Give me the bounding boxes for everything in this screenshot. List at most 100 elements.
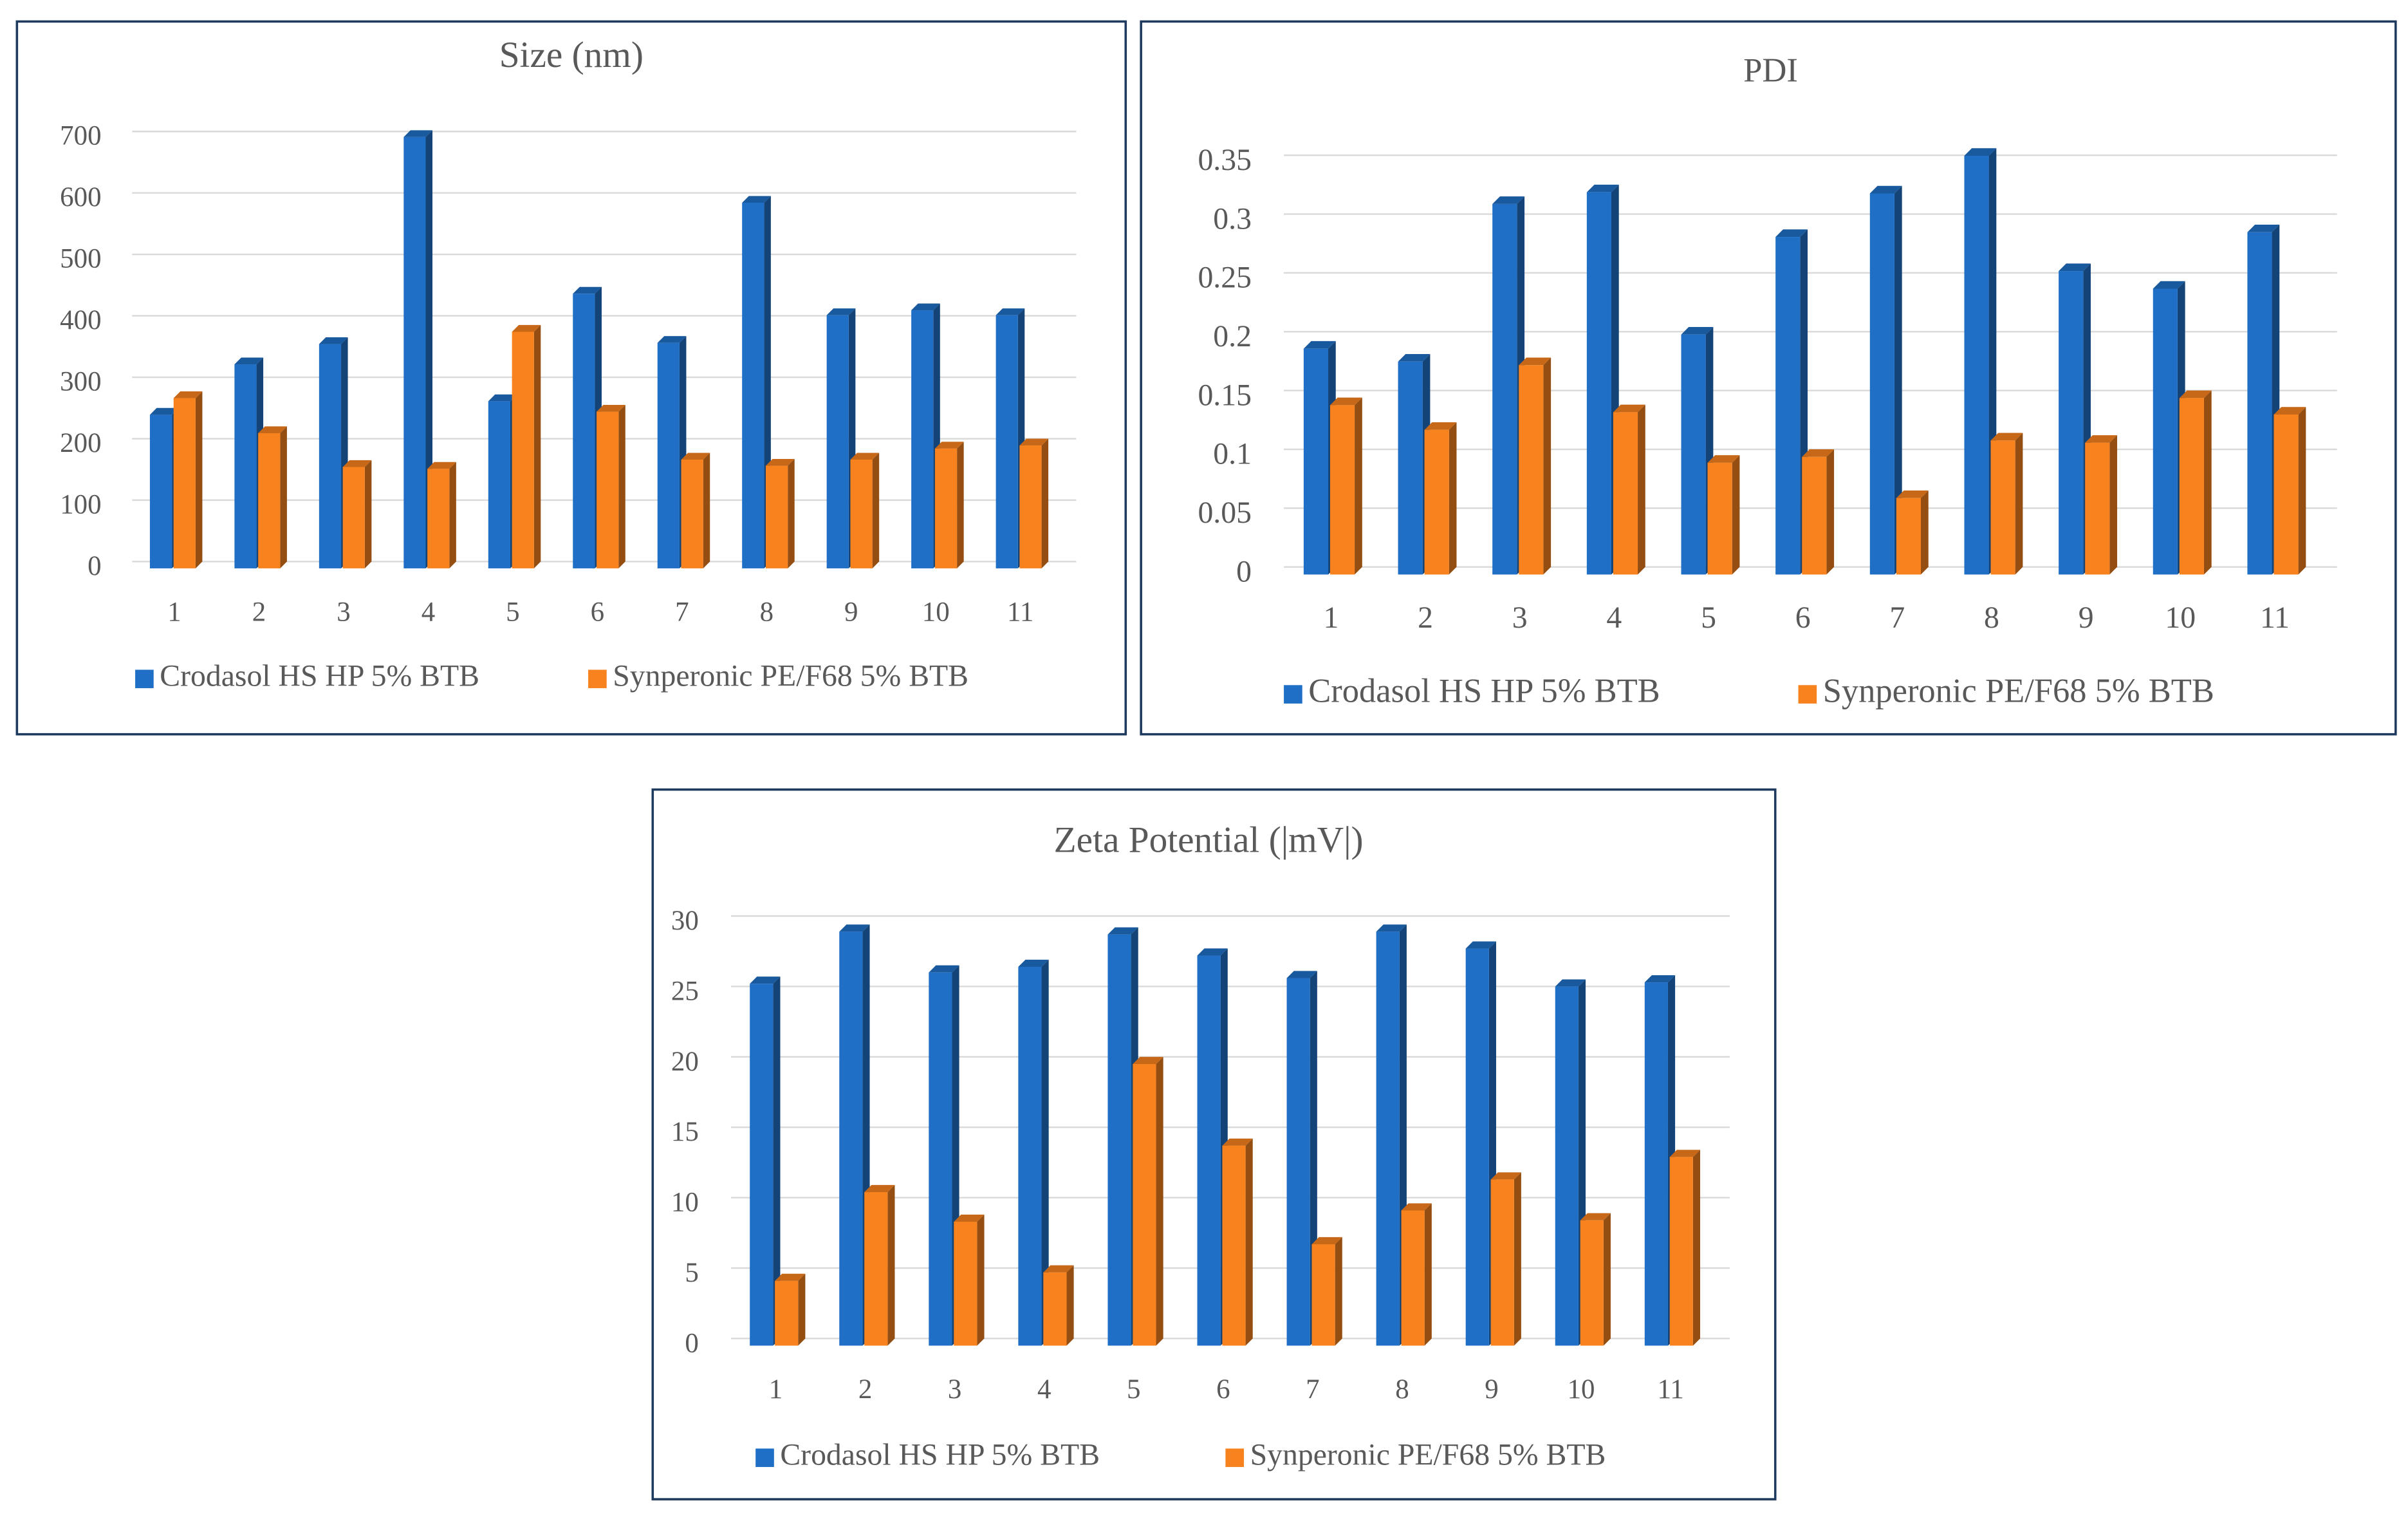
legend-label: Crodasol HS HP 5% BTB	[160, 659, 479, 693]
bar-top	[512, 324, 541, 332]
bar	[512, 332, 534, 568]
bar-top	[1286, 971, 1317, 978]
y-tick-label: 0.15	[1198, 378, 1252, 412]
bar	[929, 972, 952, 1346]
y-tick-label: 20	[671, 1047, 699, 1077]
bar	[911, 310, 934, 568]
bar-side	[1041, 959, 1049, 1346]
x-tick-label: 11	[1657, 1374, 1683, 1405]
x-tick-label: 9	[2079, 601, 2094, 635]
x-tick-label: 9	[1485, 1374, 1498, 1405]
bar	[1286, 978, 1310, 1346]
bar	[1580, 1220, 1604, 1346]
bar-side	[798, 1273, 806, 1346]
bar-top	[864, 1184, 895, 1193]
bar	[1896, 498, 1921, 575]
bar	[742, 203, 764, 568]
bar-side	[1692, 1150, 1701, 1346]
bar	[1222, 1145, 1246, 1346]
bar-top	[319, 337, 348, 344]
bar-side	[1041, 438, 1049, 568]
x-tick-label: 3	[337, 597, 350, 627]
bar-top	[173, 391, 203, 398]
x-tick-label: 2	[1418, 601, 1433, 635]
bar-top	[1133, 1056, 1163, 1064]
bar	[1424, 429, 1449, 575]
bar	[1775, 237, 1801, 575]
bar-side	[364, 460, 372, 568]
bar	[864, 1192, 888, 1346]
bar	[1802, 456, 1827, 575]
bar-top	[1555, 979, 1586, 987]
y-tick-label: 15	[671, 1117, 699, 1147]
y-tick-label: 300	[60, 366, 101, 397]
bar-top	[1401, 1203, 1432, 1211]
bar-side	[1514, 1172, 1521, 1346]
x-tick-label: 2	[858, 1374, 872, 1405]
bar	[173, 398, 196, 568]
bar-top	[1018, 959, 1049, 967]
bar-side	[1603, 1213, 1611, 1346]
x-tick-label: 8	[1984, 601, 1999, 635]
bar	[1490, 1179, 1514, 1346]
bar	[1613, 412, 1638, 575]
y-tick-label: 0	[88, 551, 101, 581]
bar	[1311, 1244, 1335, 1346]
bar	[1376, 931, 1400, 1346]
x-tick-label: 4	[1037, 1374, 1051, 1405]
bar-top	[850, 453, 880, 460]
bar	[1492, 203, 1517, 575]
bar-top	[234, 357, 264, 365]
y-tick-label: 600	[60, 182, 101, 212]
bar-side	[195, 391, 203, 568]
y-tick-label: 700	[60, 121, 101, 151]
bar	[1707, 462, 1732, 575]
bar	[657, 342, 680, 568]
bar-side	[1920, 490, 1929, 575]
legend-label: Synperonic PE/F68 5% BTB	[613, 659, 968, 693]
bar	[1681, 334, 1706, 575]
y-tick-label: 0	[685, 1328, 698, 1358]
bar	[1519, 365, 1544, 575]
bar-top	[1398, 354, 1431, 362]
bar-top	[1775, 229, 1808, 238]
bar	[2179, 398, 2204, 575]
bar	[427, 469, 450, 568]
bar-top	[1490, 1172, 1521, 1180]
x-tick-label: 6	[1795, 601, 1811, 635]
bar-side	[773, 977, 781, 1346]
legend-label: Crodasol HS HP 5% BTB	[1308, 673, 1660, 710]
bar-top	[2247, 225, 2280, 232]
bar-top	[1329, 397, 1362, 406]
bar	[1964, 155, 1989, 575]
x-tick-label: 3	[948, 1374, 961, 1405]
bar-top	[1896, 490, 1929, 498]
y-tick-label: 5	[685, 1258, 698, 1288]
y-tick-label: 200	[60, 428, 101, 458]
bar	[342, 467, 365, 568]
bar	[2085, 442, 2110, 575]
x-tick-label: 5	[1127, 1374, 1140, 1405]
bar-top	[2059, 263, 2091, 272]
x-tick-label: 7	[1889, 601, 1905, 635]
bar	[1107, 934, 1131, 1346]
bar-top	[1669, 1150, 1701, 1157]
bar	[2059, 271, 2084, 575]
y-tick-label: 0.25	[1198, 261, 1252, 295]
chart-title: Size (nm)	[499, 35, 644, 75]
bar	[1586, 192, 1611, 575]
legend-swatch	[1798, 685, 1817, 704]
bar-top	[258, 426, 287, 433]
x-tick-label: 8	[760, 597, 773, 627]
bar-top	[2274, 407, 2306, 415]
bar	[1401, 1210, 1425, 1346]
bar-side	[449, 462, 456, 568]
bar-side	[1638, 404, 1645, 575]
bar-top	[427, 462, 456, 469]
bar-top	[1681, 327, 1714, 335]
bar	[488, 401, 510, 568]
bar	[766, 465, 788, 568]
bar	[234, 364, 257, 568]
bar-side	[957, 442, 964, 568]
bar	[1019, 445, 1042, 568]
